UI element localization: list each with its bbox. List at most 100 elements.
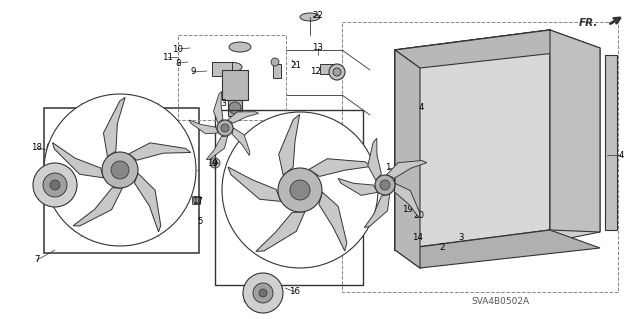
Polygon shape [104, 97, 125, 157]
Ellipse shape [300, 13, 320, 21]
Circle shape [210, 158, 220, 168]
Text: 17: 17 [328, 238, 339, 247]
Circle shape [217, 120, 233, 136]
Circle shape [248, 173, 253, 177]
Circle shape [333, 68, 341, 76]
Text: 5: 5 [197, 218, 203, 226]
Circle shape [415, 211, 420, 216]
Text: 15: 15 [349, 166, 360, 174]
Polygon shape [394, 183, 420, 218]
Text: 22: 22 [312, 11, 323, 19]
Polygon shape [232, 128, 250, 155]
Circle shape [445, 230, 455, 240]
Polygon shape [214, 92, 223, 123]
Polygon shape [256, 212, 305, 251]
Circle shape [259, 289, 267, 297]
Circle shape [193, 197, 199, 203]
Text: 17: 17 [193, 197, 204, 205]
Polygon shape [338, 178, 378, 195]
Text: 19: 19 [207, 159, 218, 167]
Text: 4: 4 [618, 151, 624, 160]
Text: 4: 4 [419, 102, 424, 112]
Circle shape [50, 180, 60, 190]
Text: 7: 7 [35, 256, 40, 264]
Polygon shape [73, 188, 122, 226]
Circle shape [221, 124, 229, 132]
Bar [331, 236, 339, 244]
Text: 10: 10 [173, 44, 184, 54]
Polygon shape [228, 167, 281, 201]
Text: 2: 2 [439, 243, 445, 253]
Text: 6: 6 [217, 115, 223, 124]
Circle shape [332, 237, 338, 243]
Circle shape [49, 145, 54, 150]
Text: 13: 13 [216, 99, 227, 108]
Circle shape [245, 170, 255, 180]
Bar [433, 240, 445, 250]
Bar [192, 196, 200, 204]
Text: 3: 3 [458, 233, 464, 241]
Polygon shape [52, 143, 104, 178]
Circle shape [229, 102, 241, 114]
Polygon shape [319, 192, 347, 251]
Bar [249, 278, 259, 298]
Circle shape [375, 175, 395, 195]
Circle shape [212, 160, 218, 166]
Bar [215, 110, 363, 285]
Circle shape [47, 142, 57, 152]
Bar [414, 228, 424, 236]
Bar [605, 55, 617, 230]
Circle shape [243, 273, 283, 313]
Text: 21: 21 [291, 61, 301, 70]
Text: 7: 7 [241, 295, 247, 305]
Ellipse shape [229, 42, 251, 52]
Text: 19: 19 [401, 205, 412, 214]
Bar [44, 108, 199, 253]
Bar [320, 64, 334, 74]
Text: 14: 14 [413, 233, 424, 241]
Text: 12: 12 [310, 68, 321, 77]
Polygon shape [206, 136, 228, 160]
Circle shape [33, 163, 77, 207]
Text: 16: 16 [289, 287, 301, 296]
Circle shape [111, 161, 129, 179]
Polygon shape [395, 30, 550, 250]
Text: SVA4B0502A: SVA4B0502A [471, 298, 529, 307]
Bar [178, 35, 286, 120]
Text: 9: 9 [190, 68, 196, 77]
Polygon shape [420, 48, 600, 268]
Polygon shape [364, 194, 390, 228]
Bar [222, 70, 248, 100]
Text: 1: 1 [385, 164, 391, 173]
Text: 18: 18 [244, 173, 255, 182]
Polygon shape [395, 50, 420, 268]
Polygon shape [368, 138, 381, 180]
Circle shape [397, 203, 407, 213]
Polygon shape [134, 173, 161, 232]
Circle shape [399, 205, 404, 211]
Polygon shape [550, 30, 600, 232]
Polygon shape [129, 143, 191, 160]
Text: 13: 13 [312, 43, 323, 53]
Text: 18: 18 [31, 144, 42, 152]
Polygon shape [189, 120, 218, 134]
Polygon shape [227, 112, 259, 123]
Circle shape [102, 152, 138, 188]
Text: 11: 11 [163, 53, 173, 62]
Circle shape [329, 64, 345, 80]
Circle shape [43, 173, 67, 197]
Bar [342, 22, 618, 292]
Circle shape [380, 180, 390, 190]
Circle shape [44, 94, 196, 246]
Text: 8: 8 [175, 58, 180, 68]
Circle shape [413, 208, 423, 218]
Text: FR.: FR. [579, 18, 598, 28]
Polygon shape [309, 159, 372, 176]
Polygon shape [395, 30, 600, 68]
Polygon shape [387, 160, 427, 178]
Polygon shape [278, 115, 300, 175]
Bar [39, 175, 51, 197]
Polygon shape [395, 230, 600, 268]
Circle shape [278, 168, 322, 212]
Circle shape [253, 283, 273, 303]
